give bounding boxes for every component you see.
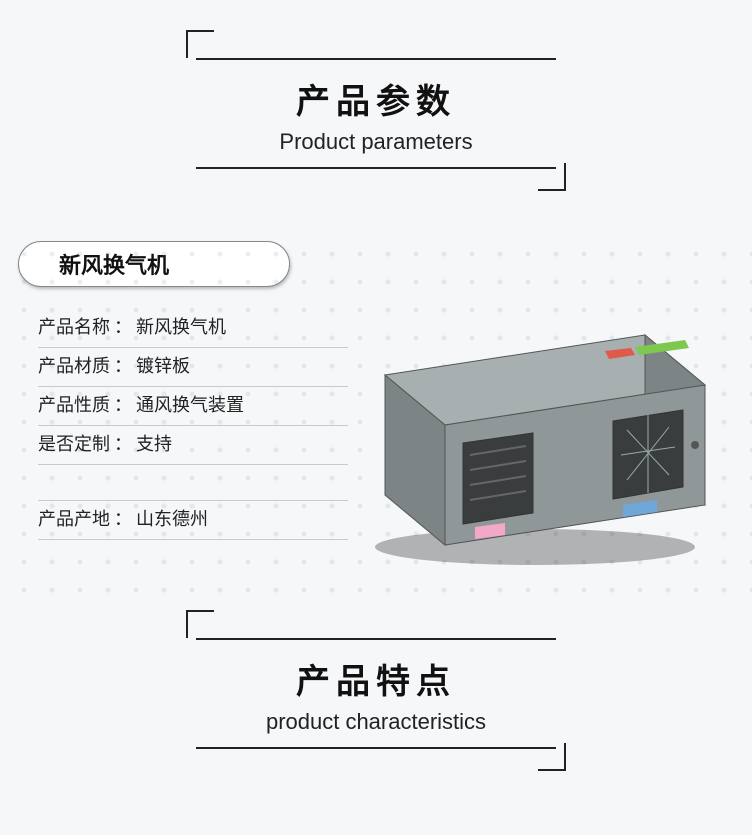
spec-row: 产品产地：山东德州 (38, 501, 348, 540)
spec-value: 通风换气装置 (136, 395, 244, 415)
spec-value: 山东德州 (136, 509, 208, 529)
spec-label: 产品产地 (38, 509, 110, 529)
spec-separator: ： (114, 395, 132, 415)
title-inner-box: 产品参数 Product parameters (196, 58, 556, 169)
spec-label: 产品性质 (38, 395, 110, 415)
section-title-characteristics: 产品特点 product characteristics (186, 610, 566, 771)
spec-row: 产品材质：镀锌板 (38, 348, 348, 387)
title-inner-box: 产品特点 product characteristics (196, 638, 556, 749)
section-title-cn: 产品特点 (196, 654, 556, 703)
spec-label: 产品名称 (38, 317, 110, 337)
corner-decoration-icon (538, 163, 566, 191)
spec-value: 镀锌板 (136, 356, 190, 376)
spec-separator: ： (114, 317, 132, 337)
spec-row (38, 465, 348, 501)
spec-row: 产品名称：新风换气机 (38, 309, 348, 348)
section-title-en: Product parameters (196, 129, 556, 155)
section-title-parameters: 产品参数 Product parameters (186, 30, 566, 191)
spec-row: 产品性质：通风换气装置 (38, 387, 348, 426)
corner-decoration-icon (186, 610, 214, 638)
corner-decoration-icon (538, 743, 566, 771)
spec-label: 是否定制 (38, 434, 110, 454)
section-title-cn: 产品参数 (196, 74, 556, 123)
spec-list: 产品名称：新风换气机产品材质：镀锌板产品性质：通风换气装置是否定制：支持产品产地… (38, 309, 752, 540)
spec-row: 是否定制：支持 (38, 426, 348, 465)
spec-label: 产品材质 (38, 356, 110, 376)
spec-separator: ： (114, 356, 132, 376)
spec-value: 新风换气机 (136, 317, 226, 337)
section-title-en: product characteristics (196, 709, 556, 735)
spec-separator: ： (114, 509, 132, 529)
corner-decoration-icon (186, 30, 214, 58)
spec-separator: ： (114, 434, 132, 454)
spec-value: 支持 (136, 434, 172, 454)
